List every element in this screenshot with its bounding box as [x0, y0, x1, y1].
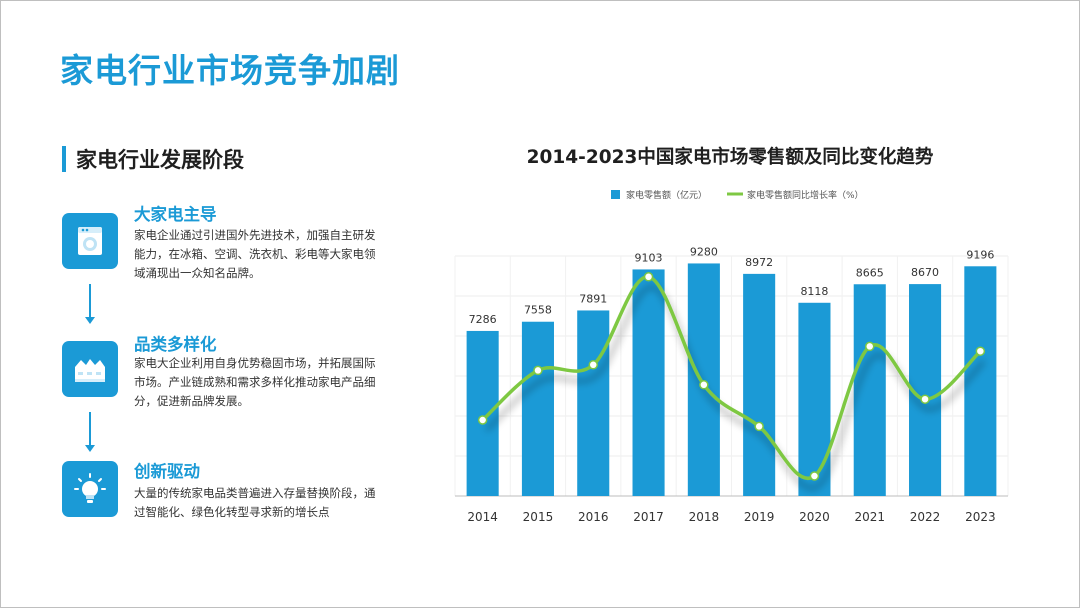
bar-value-label: 7891: [579, 292, 607, 305]
arrow-down-icon: [85, 412, 95, 452]
section-title: 家电行业发展阶段: [76, 148, 244, 172]
bar: [964, 266, 997, 496]
growth-rate-point: [920, 394, 930, 404]
bar: [687, 263, 720, 496]
bar: [798, 302, 831, 496]
bar: [521, 321, 554, 496]
growth-rate-point: [477, 415, 488, 425]
growth-rate-point: [699, 380, 709, 390]
growth-rate-point: [809, 471, 820, 481]
retail-chart: 家电零售额（亿元） 家电零售额同比增长率（%） 7286 7558 7891 9103…: [454, 189, 1009, 524]
x-tick-label: 2019: [744, 510, 775, 524]
growth-rate-point: [865, 341, 875, 352]
washing-machine-icon: [62, 213, 118, 269]
growth-rate-point: [533, 365, 543, 376]
growth-rate-line: [481, 275, 982, 480]
x-tick-label: 2015: [523, 510, 554, 524]
growth-rate-point: [754, 421, 764, 432]
bar: [632, 269, 665, 496]
x-tick-label: 2020: [799, 510, 830, 524]
x-tick-label: 2021: [854, 510, 885, 524]
chart-legend: 家电零售额（亿元） 家电零售额同比增长率（%）: [611, 189, 864, 201]
lightbulb-icon: [62, 461, 118, 517]
growth-rate-point: [588, 360, 598, 370]
growth-rate-point: [643, 272, 654, 282]
x-tick-label: 2018: [689, 510, 720, 524]
stage-description: 大量的传统家电品类普遍进入存量替换阶段，通过智能化、绿色化转型寻求新的增长点: [134, 486, 376, 519]
bar-value-label: 8665: [856, 266, 884, 279]
stage-description: 家电大企业利用自身优势稳固市场，并拓展国际市场。产业链成熟和需求多样化推动家电产…: [134, 356, 376, 408]
x-tick-label: 2017: [633, 510, 664, 524]
stage-title: 创新驱动: [134, 462, 200, 481]
bar: [853, 284, 886, 496]
bar-value-label: 7286: [469, 313, 497, 326]
stage-title: 品类多样化: [134, 335, 217, 354]
section-heading: 家电行业发展阶段: [62, 145, 244, 173]
section-accent-bar: [62, 146, 66, 172]
x-tick-label: 2016: [578, 510, 609, 524]
x-tick-label: 2014: [467, 510, 498, 524]
bar-value-label: 8118: [800, 285, 828, 298]
x-tick-label: 2023: [965, 510, 996, 524]
arrow-down-icon: [85, 284, 95, 324]
bar-value-label: 9280: [690, 245, 718, 258]
chart-title: 2014-2023中国家电市场零售额及同比变化趋势: [526, 147, 934, 168]
factory-icon: [62, 341, 118, 397]
bar: [577, 310, 610, 496]
x-tick-label: 2022: [910, 510, 941, 524]
growth-rate-point: [975, 346, 986, 356]
bar-value-label: 8972: [745, 256, 773, 269]
bar: [743, 273, 776, 496]
bar: [466, 330, 499, 496]
bar-value-label: 9196: [966, 248, 994, 261]
bar-value-label: 9103: [635, 251, 663, 264]
bar-value-label: 7558: [524, 304, 552, 317]
stage-title: 大家电主导: [134, 205, 217, 224]
legend-swatch-bar: [611, 190, 620, 199]
legend-label-bar: 家电零售额（亿元）: [626, 189, 707, 201]
legend-label-line: 家电零售额同比增长率（%）: [747, 189, 864, 201]
page-title: 家电行业市场竞争加剧: [60, 51, 400, 90]
bar-value-label: 8670: [911, 266, 939, 279]
stage-description: 家电企业通过引进国外先进技术，加强自主研发能力，在冰箱、空调、洗衣机、彩电等大家…: [134, 228, 376, 280]
